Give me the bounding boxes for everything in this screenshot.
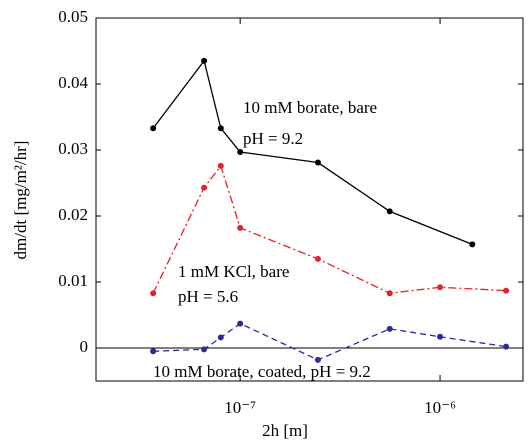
annotation: 10 mM borate, bare [243,98,377,117]
y-tick-label: 0 [80,337,89,356]
x-tick-label: 10⁻⁶ [424,398,456,417]
x-tick-label: 10⁻⁷ [224,398,256,417]
data-point [217,162,224,169]
data-point [237,148,244,155]
data-point [217,334,224,341]
x-axis-label: 2h [m] [262,421,308,440]
y-tick-label: 0.01 [58,271,88,290]
data-point [237,320,244,327]
annotation: 10 mM borate, coated, pH = 9.2 [153,362,371,381]
data-point [314,159,321,166]
data-point [503,287,510,294]
series-line [153,322,507,361]
data-point [201,57,208,64]
annotation: pH = 5.6 [178,287,238,306]
data-point [201,346,208,353]
annotation: pH = 9.2 [243,129,303,148]
data-point [237,224,244,231]
data-point [469,241,476,248]
data-point [437,333,444,340]
data-point [150,290,157,297]
y-tick-label: 0.03 [58,139,88,158]
data-point [150,125,157,132]
y-tick-label: 0.02 [58,205,88,224]
series-line [152,164,507,294]
series-line [152,59,473,245]
y-tick-label: 0.05 [58,7,88,26]
data-point [201,184,208,191]
data-point [386,290,393,297]
plot-frame [95,17,524,382]
data-point [386,325,393,332]
data-point [314,255,321,262]
y-axis-label: dm/dt [mg/m²/hr] [11,141,30,260]
annotation: 1 mM KCl, bare [178,262,289,281]
data-point [503,343,510,350]
data-point [314,356,321,363]
data-point [437,284,444,291]
data-point [150,348,157,355]
data-point [386,208,393,215]
data-point [217,125,224,132]
y-tick-label: 0.04 [58,73,88,92]
